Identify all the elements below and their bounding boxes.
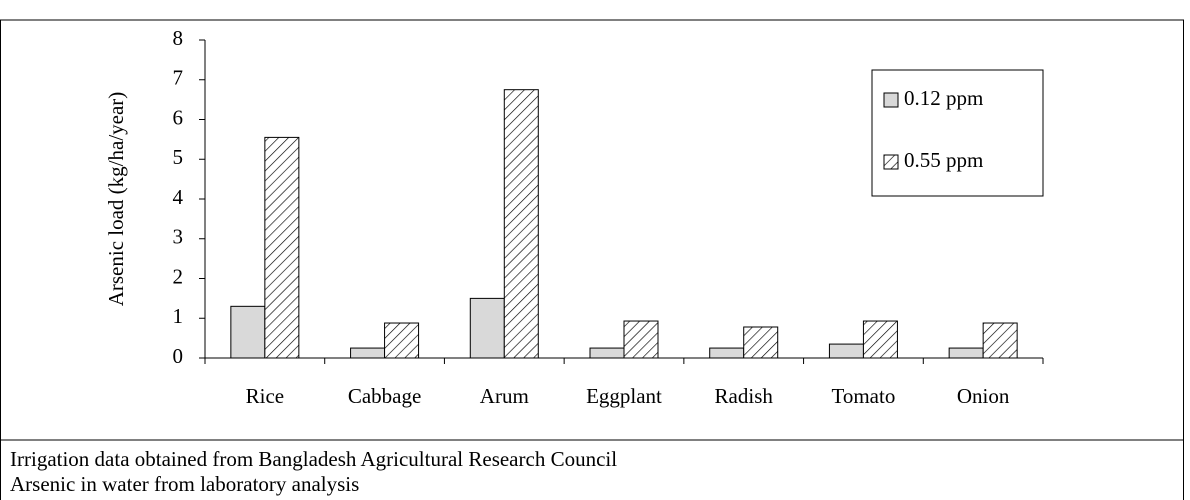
y-tick-label: 8	[173, 26, 184, 50]
note: Arsenic in water from laboratory analysi…	[10, 472, 360, 496]
legend-label: 0.12 ppm	[904, 86, 983, 110]
y-axis-label: Arsenic load (kg/ha/year)	[104, 92, 128, 307]
x-tick-label: Eggplant	[586, 384, 662, 408]
bar	[709, 347, 745, 359]
bar	[350, 347, 386, 359]
bar	[384, 322, 420, 359]
y-tick-label: 5	[173, 145, 184, 169]
y-tick-label: 6	[173, 105, 184, 129]
legend-label: 0.55 ppm	[904, 148, 983, 172]
bar	[948, 347, 984, 359]
legend-swatch	[883, 92, 899, 108]
y-tick-label: 3	[173, 225, 184, 249]
x-tick-label: Onion	[957, 384, 1010, 408]
bar	[623, 320, 659, 359]
y-tick-label: 7	[173, 66, 184, 90]
note: Irrigation data obtained from Bangladesh…	[10, 447, 618, 471]
bar	[589, 347, 625, 359]
x-tick-label: Tomato	[831, 384, 895, 408]
x-tick-label: Rice	[246, 384, 284, 408]
y-tick-label: 4	[173, 185, 184, 209]
legend-swatch	[883, 154, 899, 170]
bar	[230, 305, 266, 359]
bar	[264, 136, 300, 359]
bar	[503, 89, 539, 359]
legend-box	[871, 69, 1044, 197]
y-tick-label: 2	[173, 264, 184, 288]
bar	[469, 297, 505, 359]
bar	[743, 326, 779, 359]
bar	[982, 322, 1018, 359]
x-tick-label: Cabbage	[348, 384, 421, 408]
x-tick-label: Arum	[480, 384, 529, 408]
bar	[828, 343, 864, 359]
x-tick-label: Radish	[715, 384, 774, 408]
bar	[862, 320, 898, 359]
y-tick-label: 0	[173, 344, 184, 368]
y-tick-label: 1	[173, 304, 184, 328]
